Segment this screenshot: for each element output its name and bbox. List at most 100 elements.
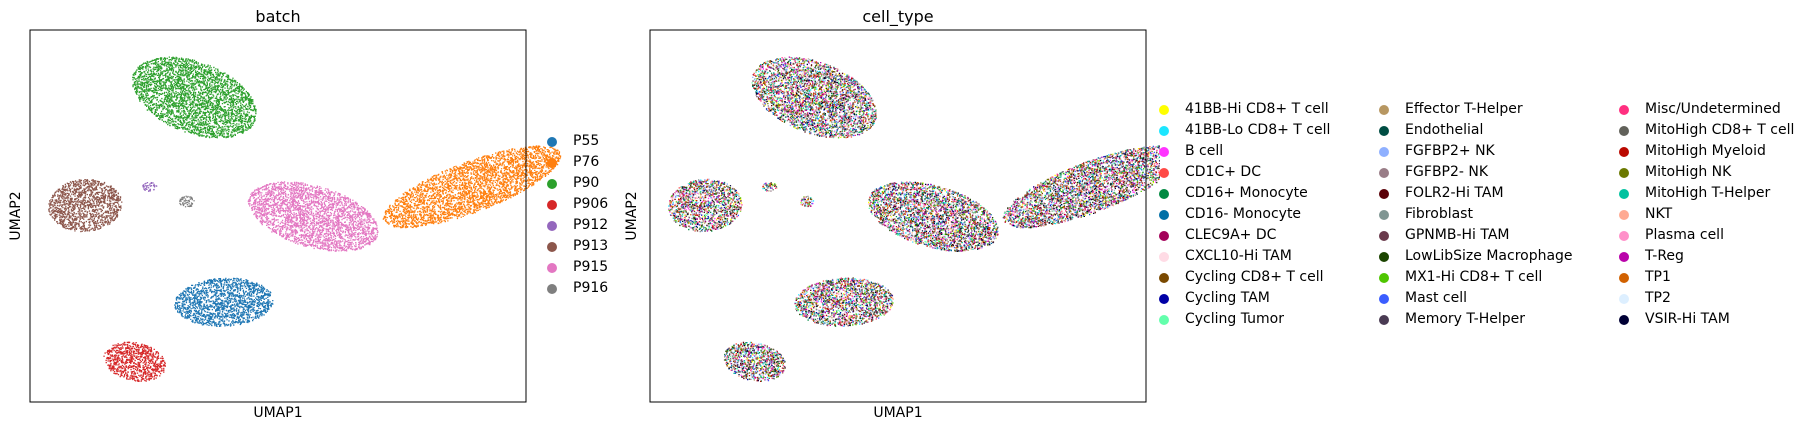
legend-label: TP2 [1645,290,1671,306]
legend-marker [1159,230,1169,241]
legend-marker [547,157,557,168]
legend-item: P912 [547,215,608,236]
legend-marker [547,262,557,273]
legend-marker [1619,209,1629,220]
legend-marker [1619,272,1629,283]
legend-label: Cycling CD8+ T cell [1185,269,1324,285]
legend-item: P55 [547,131,608,152]
scatter-points [48,56,562,382]
legend-label: T-Reg [1645,248,1684,264]
legend-item: T-Reg [1619,246,1794,267]
legend-label: Misc/Undetermined [1645,101,1781,117]
legend-label: TP1 [1645,269,1671,285]
legend-item: Memory T-Helper [1379,309,1573,330]
legend-label: NKT [1645,206,1673,222]
legend-label: P912 [573,217,609,233]
cell-type-points [669,58,1177,381]
legend-label: Mast cell [1405,290,1467,306]
legend-label: P915 [573,259,609,275]
cluster-points [48,179,123,233]
legend-item: MitoHigh CD8+ T cell [1619,120,1794,141]
cluster-points [132,56,257,139]
legend-label: Endothelial [1405,122,1484,138]
legend-marker [1619,314,1629,325]
legend-item: P913 [547,236,608,257]
legend-item: P916 [547,278,608,299]
legend-marker [1619,188,1629,199]
legend-label: MitoHigh NK [1645,164,1732,180]
legend-item: CD16- Monocyte [1159,204,1330,225]
legend-marker [1379,272,1389,283]
batch-umap-panel: batch UMAP1 UMAP2 P55 P76 P90 P906 P912 P913 P… [0,0,620,433]
legend-column: Misc/Undetermined MitoHigh CD8+ T cell Mit… [1619,99,1794,330]
legend-item: Endothelial [1379,120,1573,141]
cell-type-umap-plot: cell_type UMAP1 UMAP2 [624,7,1182,421]
x-axis-label: UMAP1 [873,405,922,421]
legend-item: CD16+ Monocyte [1159,183,1330,204]
scatter-points [668,56,1182,383]
legend-label: LowLibSize Macrophage [1405,248,1573,264]
chart-title: cell_type [862,7,933,27]
legend-item: LowLibSize Macrophage [1379,246,1573,267]
cell-type-points [671,59,1180,379]
cell-type-points [673,60,1181,382]
batch-legend: P55 P76 P90 P906 P912 P913 P915 P916 [547,131,608,299]
legend-item: TP2 [1619,288,1794,309]
legend-item: B cell [1159,141,1330,162]
legend-marker [1159,314,1169,325]
legend-marker [1379,251,1389,262]
cell-type-points [669,59,1177,381]
y-axis-label: UMAP2 [624,191,640,240]
cell-type-points [672,58,1182,381]
legend-marker [1619,230,1629,241]
legend-marker [1379,146,1389,157]
legend-marker [1159,104,1169,115]
legend-marker [1379,230,1389,241]
legend-item: Fibroblast [1379,204,1573,225]
legend-item: CLEC9A+ DC [1159,225,1330,246]
legend-label: P913 [573,238,609,254]
legend-marker [1379,314,1389,325]
cluster-points [179,195,195,208]
cell-type-umap-panel: cell_type UMAP1 UMAP2 [620,0,1182,433]
legend-item: MX1-Hi CD8+ T cell [1379,267,1573,288]
legend-item: P915 [547,257,608,278]
legend-label: CD16+ Monocyte [1185,185,1308,201]
legend-item: NKT [1619,204,1794,225]
cluster-points [247,181,379,252]
cell-type-points [674,61,1177,383]
legend-marker [1159,251,1169,262]
legend-label: FGFBP2+ NK [1405,143,1495,159]
legend-marker [1379,209,1389,220]
legend-label: CD16- Monocyte [1185,206,1302,222]
legend-marker [1159,293,1169,304]
legend-item: Cycling CD8+ T cell [1159,267,1330,288]
cell-type-points [671,59,1176,379]
legend-label: CD1C+ DC [1185,164,1261,180]
plot-frame [649,29,1147,403]
legend-item: FGFBP2- NK [1379,162,1573,183]
legend-marker [1379,293,1389,304]
legend-item: FOLR2-Hi TAM [1379,183,1573,204]
legend-label: Memory T-Helper [1405,311,1525,327]
legend-item: Effector T-Helper [1379,99,1573,120]
legend-label: B cell [1185,143,1224,159]
legend-marker [1619,251,1629,262]
legend-item: FGFBP2+ NK [1379,141,1573,162]
legend-label: GPNMB-Hi TAM [1405,227,1510,243]
legend-item: P90 [547,173,608,194]
legend-label: Cycling Tumor [1185,311,1285,327]
legend-label: MitoHigh Myeloid [1645,143,1766,159]
cluster-points [103,341,166,382]
legend-label: CLEC9A+ DC [1185,227,1277,243]
legend-item: P76 [547,152,608,173]
legend-item: MitoHigh NK [1619,162,1794,183]
legend-label: 41BB-Hi CD8+ T cell [1185,101,1329,117]
legend-marker [1379,125,1389,136]
legend-item: P906 [547,194,608,215]
legend-column: 41BB-Hi CD8+ T cell 41BB-Lo CD8+ T cell B … [1159,99,1330,330]
legend-label: Cycling TAM [1185,290,1270,306]
legend-marker [1159,167,1169,178]
legend-marker [1159,209,1169,220]
legend-marker [547,199,557,210]
